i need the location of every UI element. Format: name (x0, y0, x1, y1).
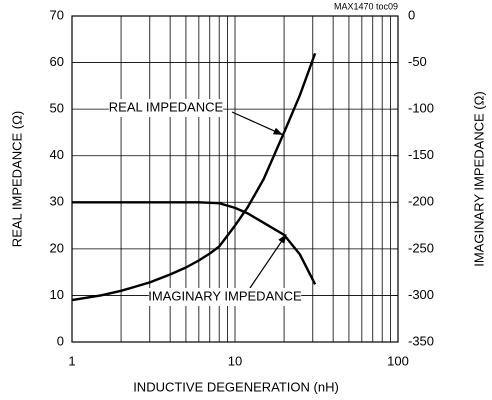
y-tick-label: 50 (50, 101, 64, 116)
y-tick-label: 30 (50, 194, 64, 209)
y2-tick-label: -200 (408, 194, 434, 209)
x-tick-label: 1 (68, 353, 75, 368)
y2-tick-label: -250 (408, 240, 434, 255)
y-tick-label: 20 (50, 240, 64, 255)
annotation-arrow (231, 111, 284, 135)
y2-tick-label: -350 (408, 333, 434, 348)
y-axis-label: REAL IMPEDANCE (Ω) (9, 111, 24, 247)
x-tick-label: 10 (228, 353, 242, 368)
y-tick-label: 40 (50, 147, 64, 162)
series-line (72, 201, 317, 285)
chart-note: MAX1470 toc09 (334, 1, 398, 11)
y2-axis-label: IMAGINARY IMPEDANCE (Ω) (471, 91, 486, 266)
y-tick-label: 0 (57, 333, 64, 348)
annotation-arrow (249, 233, 287, 289)
series-line (71, 52, 317, 302)
y2-tick-label: -100 (408, 101, 434, 116)
y-tick-label: 60 (50, 54, 64, 69)
annotation-label: REAL IMPEDANCE (109, 99, 224, 114)
annotation-label: IMAGINARY IMPEDANCE (148, 288, 302, 303)
annotation-bg (108, 99, 224, 117)
plot-frame (71, 15, 399, 343)
y2-tick-label: -150 (408, 147, 434, 162)
y-tick-label: 10 (50, 287, 64, 302)
annotation-bg (148, 288, 302, 306)
x-tick-label: 100 (387, 353, 409, 368)
y2-tick-label: -50 (408, 54, 427, 69)
y2-tick-label: 0 (408, 7, 415, 22)
x-axis-label: INDUCTIVE DEGENERATION (nH) (133, 379, 339, 394)
y2-tick-label: -300 (408, 287, 434, 302)
y-tick-label: 70 (50, 7, 64, 22)
